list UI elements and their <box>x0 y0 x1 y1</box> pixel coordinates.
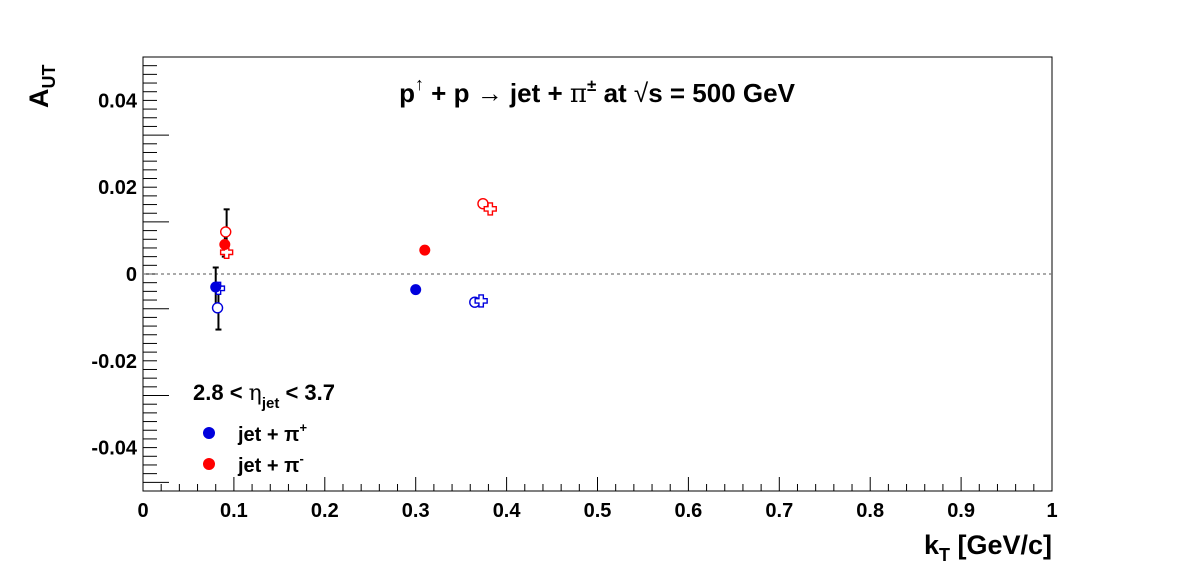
legend-label-pi-plus: jet + π+ <box>237 420 307 446</box>
measured-point <box>219 238 231 250</box>
axis-ticks: 0 0.1 0.2 0.3 0.4 0.5 0.6 0.7 0.8 0.9 1 -0.04 -0.02 0… <box>91 56 1058 522</box>
legend-label-pi-minus: jet + π- <box>237 451 304 477</box>
y-tick-label: -0.02 <box>91 351 137 373</box>
x-axis-label: kT [GeV/c] <box>924 530 1052 565</box>
chart-title: p↑ + p → jet + π± at √s = 500 GeV <box>399 74 796 109</box>
solid-point <box>419 244 431 256</box>
legend: jet + π+ jet + π- <box>203 420 307 477</box>
y-tick-label: 0.02 <box>98 177 137 199</box>
y-tick-label: -0.04 <box>91 438 137 460</box>
legend-marker-pi-minus <box>203 458 215 470</box>
data-points <box>210 197 497 331</box>
x-tick-label: 0.6 <box>674 500 702 522</box>
y-tick-label: 0.04 <box>98 90 138 112</box>
open-cross-point <box>219 245 234 259</box>
open-circle-point <box>211 302 224 314</box>
x-tick-label: 0.8 <box>856 500 884 522</box>
x-tick-label: 0.9 <box>947 500 975 522</box>
solid-point <box>410 284 422 296</box>
x-tick-label: 0 <box>137 500 148 522</box>
y-axis-label: AUT <box>24 65 59 109</box>
x-tick-label: 1 <box>1046 500 1057 522</box>
x-tick-label: 0.4 <box>493 500 522 522</box>
open-circle-point <box>220 226 232 238</box>
x-tick-label: 0.7 <box>765 500 793 522</box>
open-cross-point <box>474 294 488 308</box>
x-tick-label: 0.2 <box>311 500 339 522</box>
measured-point <box>210 281 222 293</box>
y-tick-label: 0 <box>126 264 137 286</box>
x-tick-label: 0.5 <box>584 500 612 522</box>
eta-range-annotation: 2.8 < ηjet < 3.7 <box>193 380 335 412</box>
x-tick-label: 0.1 <box>220 500 248 522</box>
x-tick-label: 0.3 <box>402 500 430 522</box>
legend-marker-pi-plus <box>203 427 215 439</box>
open-cross-point <box>483 202 497 216</box>
